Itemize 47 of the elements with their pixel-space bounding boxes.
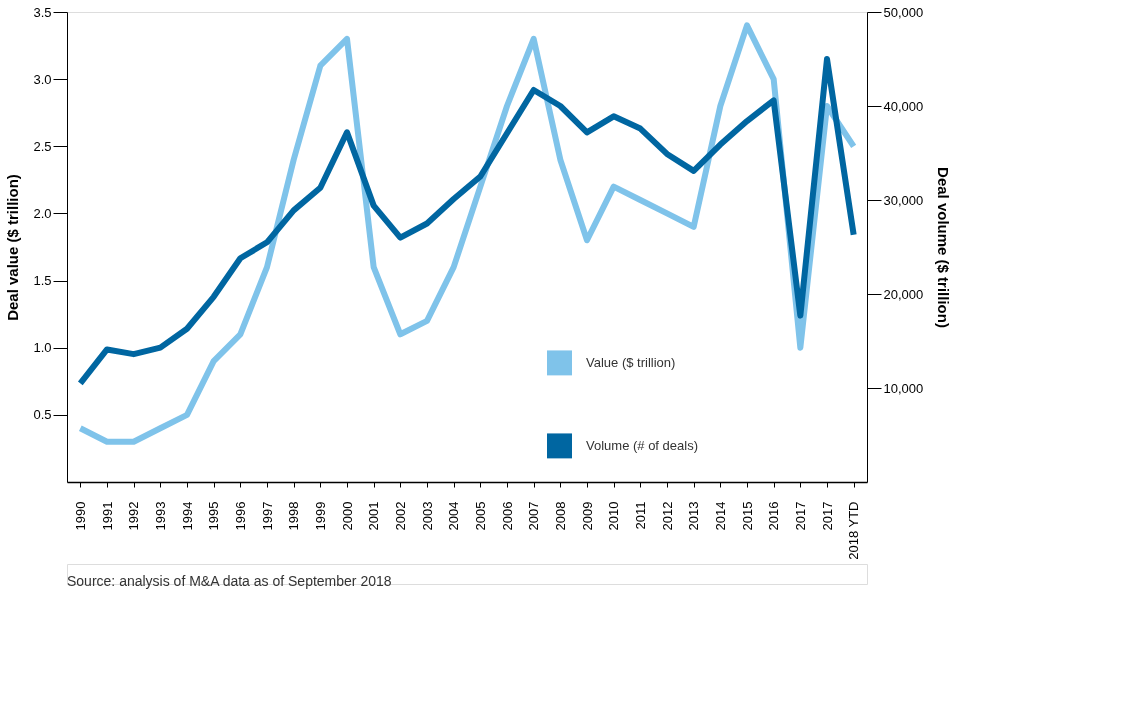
y-tick-label: 2.5 <box>33 138 52 154</box>
x-tick-label: 2007 <box>526 501 542 531</box>
y-tick-label: 1.0 <box>33 340 52 356</box>
x-tick-label: 1990 <box>72 501 88 531</box>
y2-axis-title: Deal volume ($ trillion) <box>935 167 953 328</box>
x-tick-label: 2003 <box>419 501 435 531</box>
y-tick-label: 0.5 <box>33 407 52 423</box>
x-tick-label: 2002 <box>392 501 408 531</box>
x-tick-label: 2014 <box>712 501 728 531</box>
y2-tick-label: 10,000 <box>883 380 924 396</box>
y-tick-label: 2.0 <box>33 205 52 221</box>
x-tick-label: 2004 <box>446 501 462 531</box>
x-tick-label: 1993 <box>152 501 168 531</box>
x-tick-label: 2008 <box>552 501 568 531</box>
y-axis-title: Deal value ($ trillion) <box>4 174 22 321</box>
x-tick-label: 2017 <box>819 501 835 531</box>
y-tick-label: 3.5 <box>33 4 52 20</box>
x-tick-label: 2010 <box>606 501 622 531</box>
x-tick-label: 2018 YTD <box>846 501 862 560</box>
x-tick-label: 2000 <box>339 501 355 531</box>
y2-tick-label: 40,000 <box>883 98 924 114</box>
x-tick-label: 2001 <box>366 501 382 531</box>
x-tick-label: 1991 <box>99 501 115 531</box>
x-tick-label: 1995 <box>206 501 222 531</box>
x-tick-label: 1996 <box>232 501 248 531</box>
x-tick-label: 2006 <box>499 501 515 531</box>
y2-tick-label: 20,000 <box>883 286 924 302</box>
x-tick-label: 2013 <box>686 501 702 531</box>
legend-label: Volume (# of deals) <box>586 437 699 453</box>
x-tick-label: 2016 <box>766 501 782 531</box>
x-tick-label: 1999 <box>312 501 328 531</box>
source-note: Source: analysis of M&A data as of September 2018 <box>67 573 392 589</box>
y-tick-label: 3.0 <box>33 71 52 87</box>
x-tick-label: 1997 <box>259 501 275 531</box>
x-tick-label: 2017 <box>792 501 808 531</box>
x-tick-label: 2005 <box>472 501 488 531</box>
y2-tick-label: 50,000 <box>883 4 924 20</box>
x-tick-label: 2015 <box>739 501 755 531</box>
y2-tick-label: 30,000 <box>883 192 924 208</box>
x-tick-label: 1992 <box>126 501 142 531</box>
y-tick-label: 1.5 <box>33 273 52 289</box>
legend-label: Value ($ trillion) <box>586 354 676 370</box>
x-tick-label: 1994 <box>179 501 195 531</box>
x-tick-label: 1998 <box>286 501 302 531</box>
x-tick-label: 2009 <box>579 501 595 531</box>
x-tick-label: 2011 <box>632 501 648 530</box>
x-tick-label: 2012 <box>659 501 675 531</box>
